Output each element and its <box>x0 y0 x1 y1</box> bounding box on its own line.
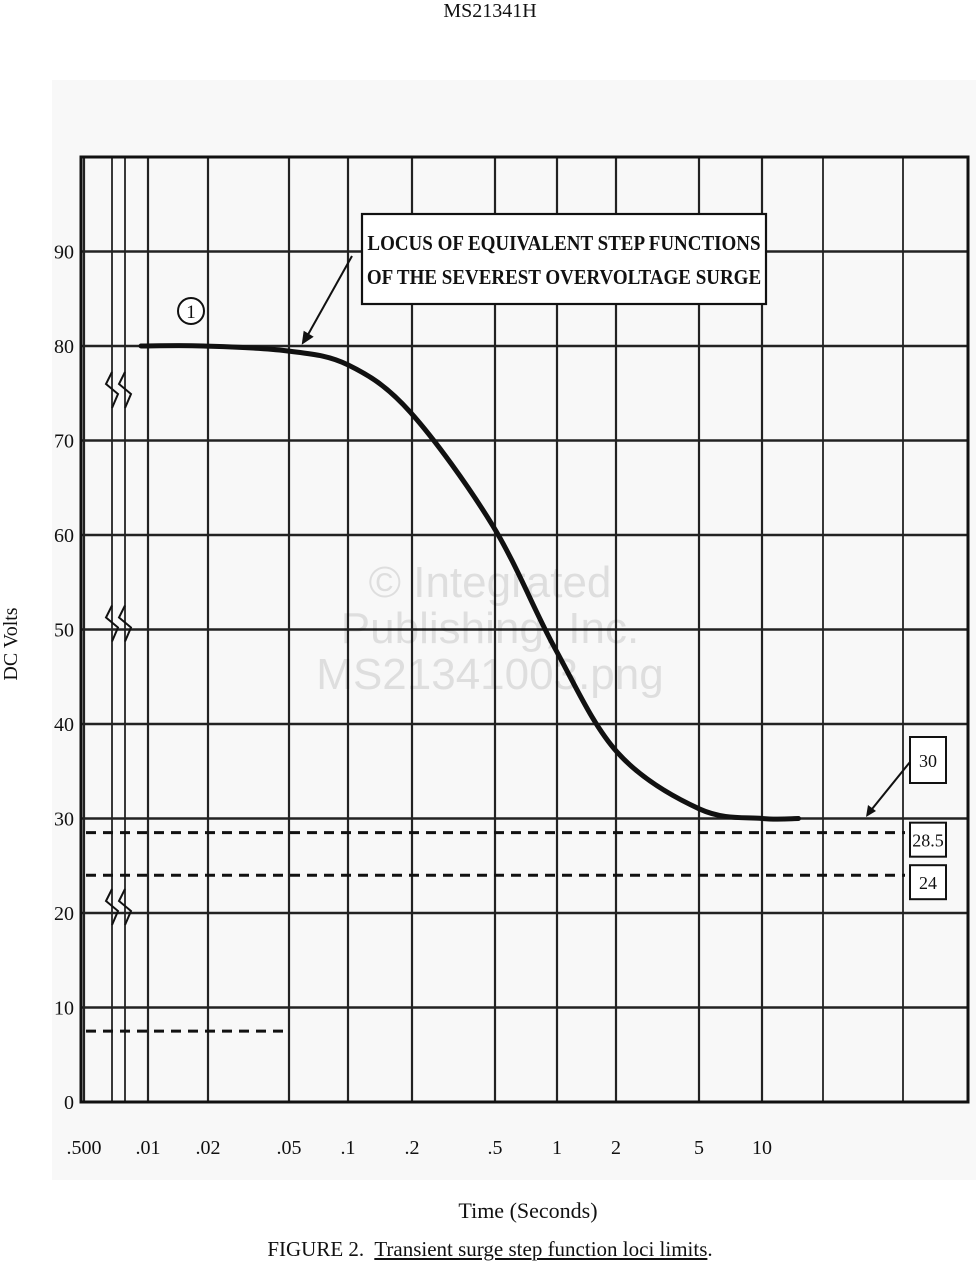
annotations: LOCUS OF EQUIVALENT STEP FUNCTIONS OF THE… <box>177 212 768 345</box>
caption-title: Transient surge step function loci limit… <box>374 1237 708 1261</box>
x-axis-label: Time (Seconds) <box>458 1198 598 1223</box>
axis-break-marks <box>104 371 133 926</box>
axis-break-mark <box>117 371 133 409</box>
reference-label-box <box>909 821 947 858</box>
reference-label: 24 <box>919 873 937 893</box>
axis-break-mark <box>104 888 120 926</box>
series-layer <box>138 343 801 822</box>
x-tick-label: .02 <box>196 1137 221 1159</box>
axis-break-mark <box>117 888 133 926</box>
x-tick-label: .500 <box>67 1137 102 1159</box>
reference-label: 30 <box>919 751 937 771</box>
callout-text: OF THE SEVEREST OVERVOLTAGE SURGE <box>367 266 761 289</box>
series-number-circle <box>177 297 205 325</box>
y-tick-label: 50 <box>54 620 74 642</box>
y-tick-label: 80 <box>54 336 74 358</box>
y-tick-label: 40 <box>54 714 74 736</box>
reference-leader <box>867 761 911 815</box>
callout-arrowhead <box>301 330 314 345</box>
horizontal-gridlines <box>81 250 968 1104</box>
x-tick-label: .1 <box>341 1137 356 1159</box>
y-tick-label: 90 <box>54 242 74 264</box>
plot-border <box>79 155 970 1104</box>
x-tick-label: .2 <box>405 1137 420 1159</box>
callout-arrow <box>304 255 353 340</box>
y-tick-label: 10 <box>54 998 74 1020</box>
y-tick-label: 30 <box>54 809 74 831</box>
y-tick-label: 60 <box>54 525 74 547</box>
y-tick-labels: 0 10 20 30 40 50 60 70 80 90 <box>54 242 74 1115</box>
caption-suffix: . <box>707 1237 713 1261</box>
reference-leader-arrowhead <box>866 805 876 817</box>
x-tick-label: 10 <box>752 1137 772 1159</box>
x-tick-label: 5 <box>694 1137 704 1159</box>
caption-prefix: FIGURE 2. <box>267 1237 365 1261</box>
x-tick-label: .5 <box>488 1137 503 1159</box>
callout-box <box>360 212 768 306</box>
document-id-header: MS21341H <box>443 0 537 22</box>
axis-break-mark <box>104 371 120 409</box>
x-tick-label: .05 <box>277 1137 302 1159</box>
y-axis-label: DC Volts <box>0 607 22 681</box>
figure-caption: FIGURE 2. Transient surge step function … <box>0 1236 980 1262</box>
y-tick-label: 0 <box>64 1092 74 1114</box>
x-tick-label: .01 <box>136 1137 161 1159</box>
reference-label-box <box>909 864 947 901</box>
reference-lines: 30 28.5 24 <box>86 736 947 1033</box>
axis-break-mark <box>117 605 133 642</box>
callout-text: LOCUS OF EQUIVALENT STEP FUNCTIONS <box>367 232 760 255</box>
x-tick-label: 2 <box>611 1137 621 1159</box>
reference-label-box <box>909 736 947 784</box>
x-tick-label: 1 <box>552 1137 562 1159</box>
reference-label: 28.5 <box>912 831 944 851</box>
y-tick-label: 70 <box>54 431 74 453</box>
y-tick-label: 20 <box>54 903 74 925</box>
x-tick-labels: .500 .01 .02 .05 .1 .2 .5 1 2 5 10 <box>67 1137 773 1159</box>
series-number-label: 1 <box>186 302 196 323</box>
axis-break-mark <box>104 605 120 642</box>
